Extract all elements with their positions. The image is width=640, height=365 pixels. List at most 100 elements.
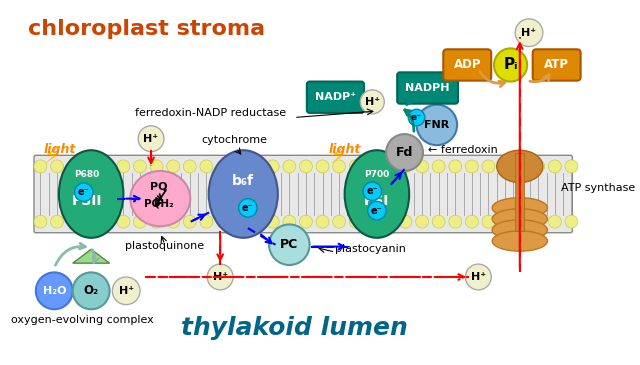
Text: PC: PC bbox=[280, 238, 298, 251]
Ellipse shape bbox=[131, 171, 190, 226]
Bar bbox=[515, 153, 524, 231]
Text: ⚡: ⚡ bbox=[329, 147, 344, 168]
Circle shape bbox=[532, 215, 545, 228]
Text: PQH₂: PQH₂ bbox=[143, 198, 173, 208]
Circle shape bbox=[300, 215, 312, 228]
Circle shape bbox=[117, 215, 130, 228]
Circle shape bbox=[150, 160, 163, 173]
Circle shape bbox=[548, 215, 561, 228]
Circle shape bbox=[117, 160, 130, 173]
Circle shape bbox=[383, 160, 396, 173]
Text: PQ: PQ bbox=[150, 181, 167, 191]
Text: cytochrome: cytochrome bbox=[201, 135, 267, 145]
Text: ⚡: ⚡ bbox=[44, 147, 59, 168]
Circle shape bbox=[34, 215, 47, 228]
Text: plastoquinone: plastoquinone bbox=[125, 241, 204, 251]
Circle shape bbox=[84, 160, 97, 173]
FancyBboxPatch shape bbox=[444, 49, 492, 81]
Circle shape bbox=[515, 19, 543, 46]
Ellipse shape bbox=[492, 198, 547, 218]
Circle shape bbox=[349, 215, 362, 228]
Text: NADPH: NADPH bbox=[405, 83, 450, 93]
Circle shape bbox=[51, 215, 63, 228]
Text: e⁻: e⁻ bbox=[78, 187, 90, 197]
Circle shape bbox=[283, 215, 296, 228]
Text: ATP: ATP bbox=[544, 58, 569, 72]
Circle shape bbox=[499, 215, 511, 228]
Circle shape bbox=[250, 160, 262, 173]
Circle shape bbox=[200, 215, 213, 228]
Text: O₂: O₂ bbox=[84, 284, 99, 297]
Text: H⁺: H⁺ bbox=[365, 97, 380, 107]
Circle shape bbox=[183, 215, 196, 228]
Circle shape bbox=[74, 183, 93, 201]
Circle shape bbox=[565, 215, 578, 228]
Circle shape bbox=[200, 160, 213, 173]
Text: chloroplast stroma: chloroplast stroma bbox=[28, 19, 265, 39]
Circle shape bbox=[494, 49, 527, 81]
Circle shape bbox=[360, 90, 384, 114]
Circle shape bbox=[51, 160, 63, 173]
Circle shape bbox=[207, 264, 233, 290]
Text: e⁻: e⁻ bbox=[242, 203, 253, 213]
FancyBboxPatch shape bbox=[397, 72, 458, 104]
Polygon shape bbox=[73, 249, 109, 263]
Circle shape bbox=[73, 272, 109, 309]
Circle shape bbox=[100, 160, 113, 173]
Circle shape bbox=[465, 264, 492, 290]
Text: FNR: FNR bbox=[424, 120, 449, 130]
Circle shape bbox=[34, 160, 47, 173]
Text: ferredoxin-NADP reductase: ferredoxin-NADP reductase bbox=[136, 108, 287, 118]
Circle shape bbox=[233, 215, 246, 228]
Circle shape bbox=[333, 160, 346, 173]
Circle shape bbox=[432, 215, 445, 228]
Text: e⁻: e⁻ bbox=[371, 205, 383, 216]
Circle shape bbox=[216, 215, 229, 228]
Circle shape bbox=[266, 215, 279, 228]
Circle shape bbox=[67, 160, 80, 173]
Circle shape bbox=[239, 199, 257, 217]
Ellipse shape bbox=[497, 150, 543, 182]
Circle shape bbox=[138, 126, 164, 151]
Text: H⁺: H⁺ bbox=[212, 272, 228, 282]
Ellipse shape bbox=[345, 150, 409, 238]
Circle shape bbox=[363, 182, 381, 200]
Circle shape bbox=[100, 215, 113, 228]
Circle shape bbox=[300, 160, 312, 173]
Circle shape bbox=[134, 160, 147, 173]
Text: oxygen-evolving complex: oxygen-evolving complex bbox=[10, 315, 154, 325]
Circle shape bbox=[269, 224, 310, 265]
Circle shape bbox=[134, 215, 147, 228]
Circle shape bbox=[482, 215, 495, 228]
Text: P700: P700 bbox=[364, 170, 390, 180]
Ellipse shape bbox=[59, 150, 124, 238]
Text: light: light bbox=[329, 143, 362, 155]
Circle shape bbox=[515, 215, 528, 228]
Ellipse shape bbox=[209, 150, 278, 238]
Text: H⁺: H⁺ bbox=[471, 272, 486, 282]
Circle shape bbox=[482, 160, 495, 173]
Circle shape bbox=[465, 160, 478, 173]
Text: H⁺: H⁺ bbox=[143, 134, 159, 144]
Circle shape bbox=[383, 215, 396, 228]
Circle shape bbox=[216, 160, 229, 173]
Circle shape bbox=[449, 215, 461, 228]
Text: H₂O: H₂O bbox=[42, 286, 66, 296]
Circle shape bbox=[233, 160, 246, 173]
Text: thylakoid lumen: thylakoid lumen bbox=[180, 316, 407, 340]
Circle shape bbox=[415, 215, 429, 228]
Circle shape bbox=[150, 215, 163, 228]
Text: light: light bbox=[44, 143, 76, 155]
Text: ATP synthase: ATP synthase bbox=[561, 183, 636, 193]
Circle shape bbox=[250, 215, 262, 228]
Text: PSI: PSI bbox=[364, 194, 390, 208]
Circle shape bbox=[183, 160, 196, 173]
Circle shape bbox=[386, 134, 423, 171]
Text: plastocyanin: plastocyanin bbox=[335, 244, 406, 254]
Circle shape bbox=[113, 277, 140, 305]
Circle shape bbox=[432, 160, 445, 173]
Text: b₆f: b₆f bbox=[232, 174, 254, 188]
Text: P680: P680 bbox=[74, 170, 99, 180]
Circle shape bbox=[417, 105, 457, 145]
Ellipse shape bbox=[492, 209, 547, 229]
